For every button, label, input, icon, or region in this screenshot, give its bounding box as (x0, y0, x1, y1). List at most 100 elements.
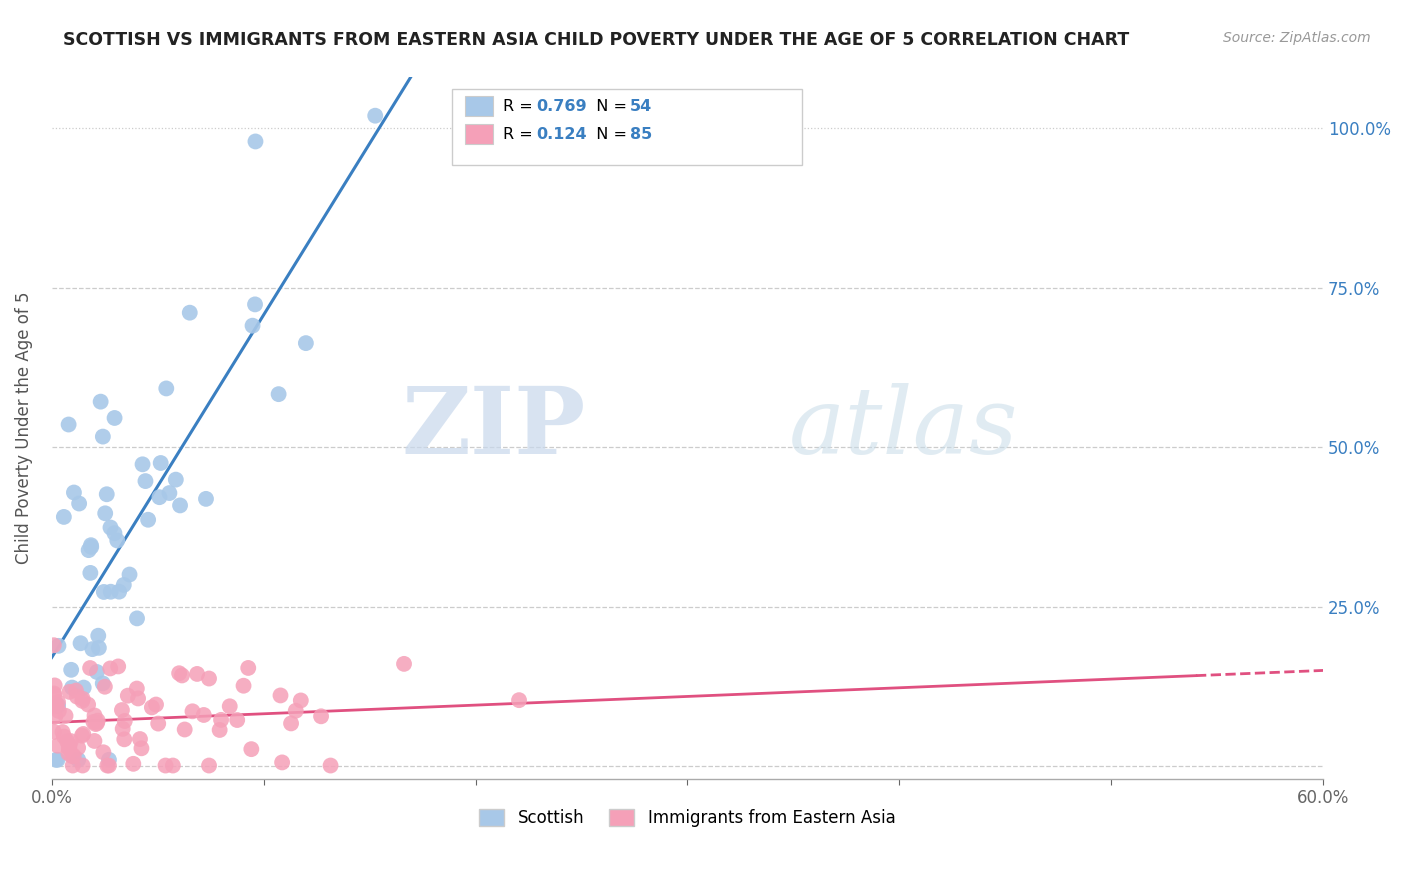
Point (80, 538, 103, 552)
Point (141, 700, 163, 714)
Y-axis label: Child Poverty Under the Age of 5: Child Poverty Under the Age of 5 (15, 292, 32, 565)
Point (87, 714, 110, 728)
Point (122, 756, 145, 771)
Point (91, 429, 114, 443)
Point (86, 665, 108, 679)
Text: 0.124: 0.124 (536, 127, 586, 142)
Text: 85: 85 (630, 127, 652, 142)
Point (162, 758, 184, 772)
Point (45, 697, 67, 711)
Point (208, 723, 231, 737)
Point (96, 487, 118, 501)
Point (155, 381, 177, 395)
Point (66, 690, 89, 704)
Point (271, 756, 294, 770)
Point (295, 336, 318, 351)
Point (103, 526, 125, 541)
Point (114, 714, 136, 728)
Point (173, 723, 195, 737)
Point (97, 753, 120, 767)
Point (167, 666, 190, 681)
Point (125, 611, 148, 625)
Point (131, 458, 153, 472)
Point (63, 485, 86, 500)
Point (58, 417, 80, 432)
Point (44, 709, 66, 723)
Point (226, 713, 249, 727)
Point (44, 678, 66, 692)
Point (245, 135, 267, 149)
Point (72, 694, 94, 708)
Point (269, 689, 291, 703)
Text: 54: 54 (630, 99, 652, 113)
Point (70, 729, 93, 743)
Point (157, 486, 180, 500)
Point (72, 691, 94, 706)
Point (232, 679, 254, 693)
Point (218, 699, 240, 714)
Point (87, 640, 110, 655)
Point (193, 708, 215, 723)
Point (46, 698, 69, 713)
Point (179, 306, 201, 320)
Point (107, 659, 129, 673)
Point (165, 473, 187, 487)
Point (58, 747, 80, 761)
Text: N =: N = (586, 127, 631, 142)
Text: ZIP: ZIP (402, 384, 586, 473)
Point (134, 474, 156, 488)
Point (46, 739, 69, 753)
Point (242, 318, 264, 333)
Point (60, 749, 83, 764)
Point (59, 734, 82, 748)
Point (129, 732, 152, 747)
Point (77, 698, 100, 712)
Point (127, 691, 149, 706)
Point (42, 686, 65, 700)
Point (145, 698, 167, 712)
Point (58, 741, 80, 756)
Point (67, 740, 90, 755)
Point (82, 642, 104, 657)
Point (98, 661, 121, 675)
FancyBboxPatch shape (465, 96, 494, 116)
Point (284, 704, 307, 718)
Point (97, 758, 120, 772)
Point (364, 109, 387, 123)
Text: R =: R = (503, 99, 538, 113)
Point (100, 520, 122, 534)
Point (62, 758, 84, 772)
Point (240, 742, 263, 756)
Point (131, 741, 153, 756)
Point (96, 758, 118, 772)
Point (67, 753, 90, 767)
Legend: Scottish, Immigrants from Eastern Asia: Scottish, Immigrants from Eastern Asia (472, 802, 903, 834)
Point (86, 716, 108, 731)
Point (46, 695, 69, 709)
Point (83, 734, 105, 748)
Point (209, 713, 232, 727)
FancyBboxPatch shape (465, 125, 494, 145)
Point (267, 387, 290, 401)
Point (309, 709, 332, 723)
Point (72, 758, 94, 772)
Point (392, 657, 415, 671)
Point (83, 708, 105, 723)
Point (508, 693, 530, 707)
Point (46, 753, 69, 767)
Point (238, 661, 260, 675)
Point (148, 716, 170, 731)
Point (67, 496, 90, 510)
Point (69, 636, 91, 650)
Point (77, 543, 100, 558)
Point (148, 490, 170, 504)
Point (58, 742, 80, 756)
Text: Source: ZipAtlas.com: Source: ZipAtlas.com (1223, 31, 1371, 45)
Point (112, 732, 135, 747)
Point (42, 688, 65, 702)
Point (80, 540, 103, 554)
Point (94, 506, 117, 520)
Point (51, 725, 73, 739)
Point (198, 672, 221, 686)
Point (73, 681, 96, 695)
